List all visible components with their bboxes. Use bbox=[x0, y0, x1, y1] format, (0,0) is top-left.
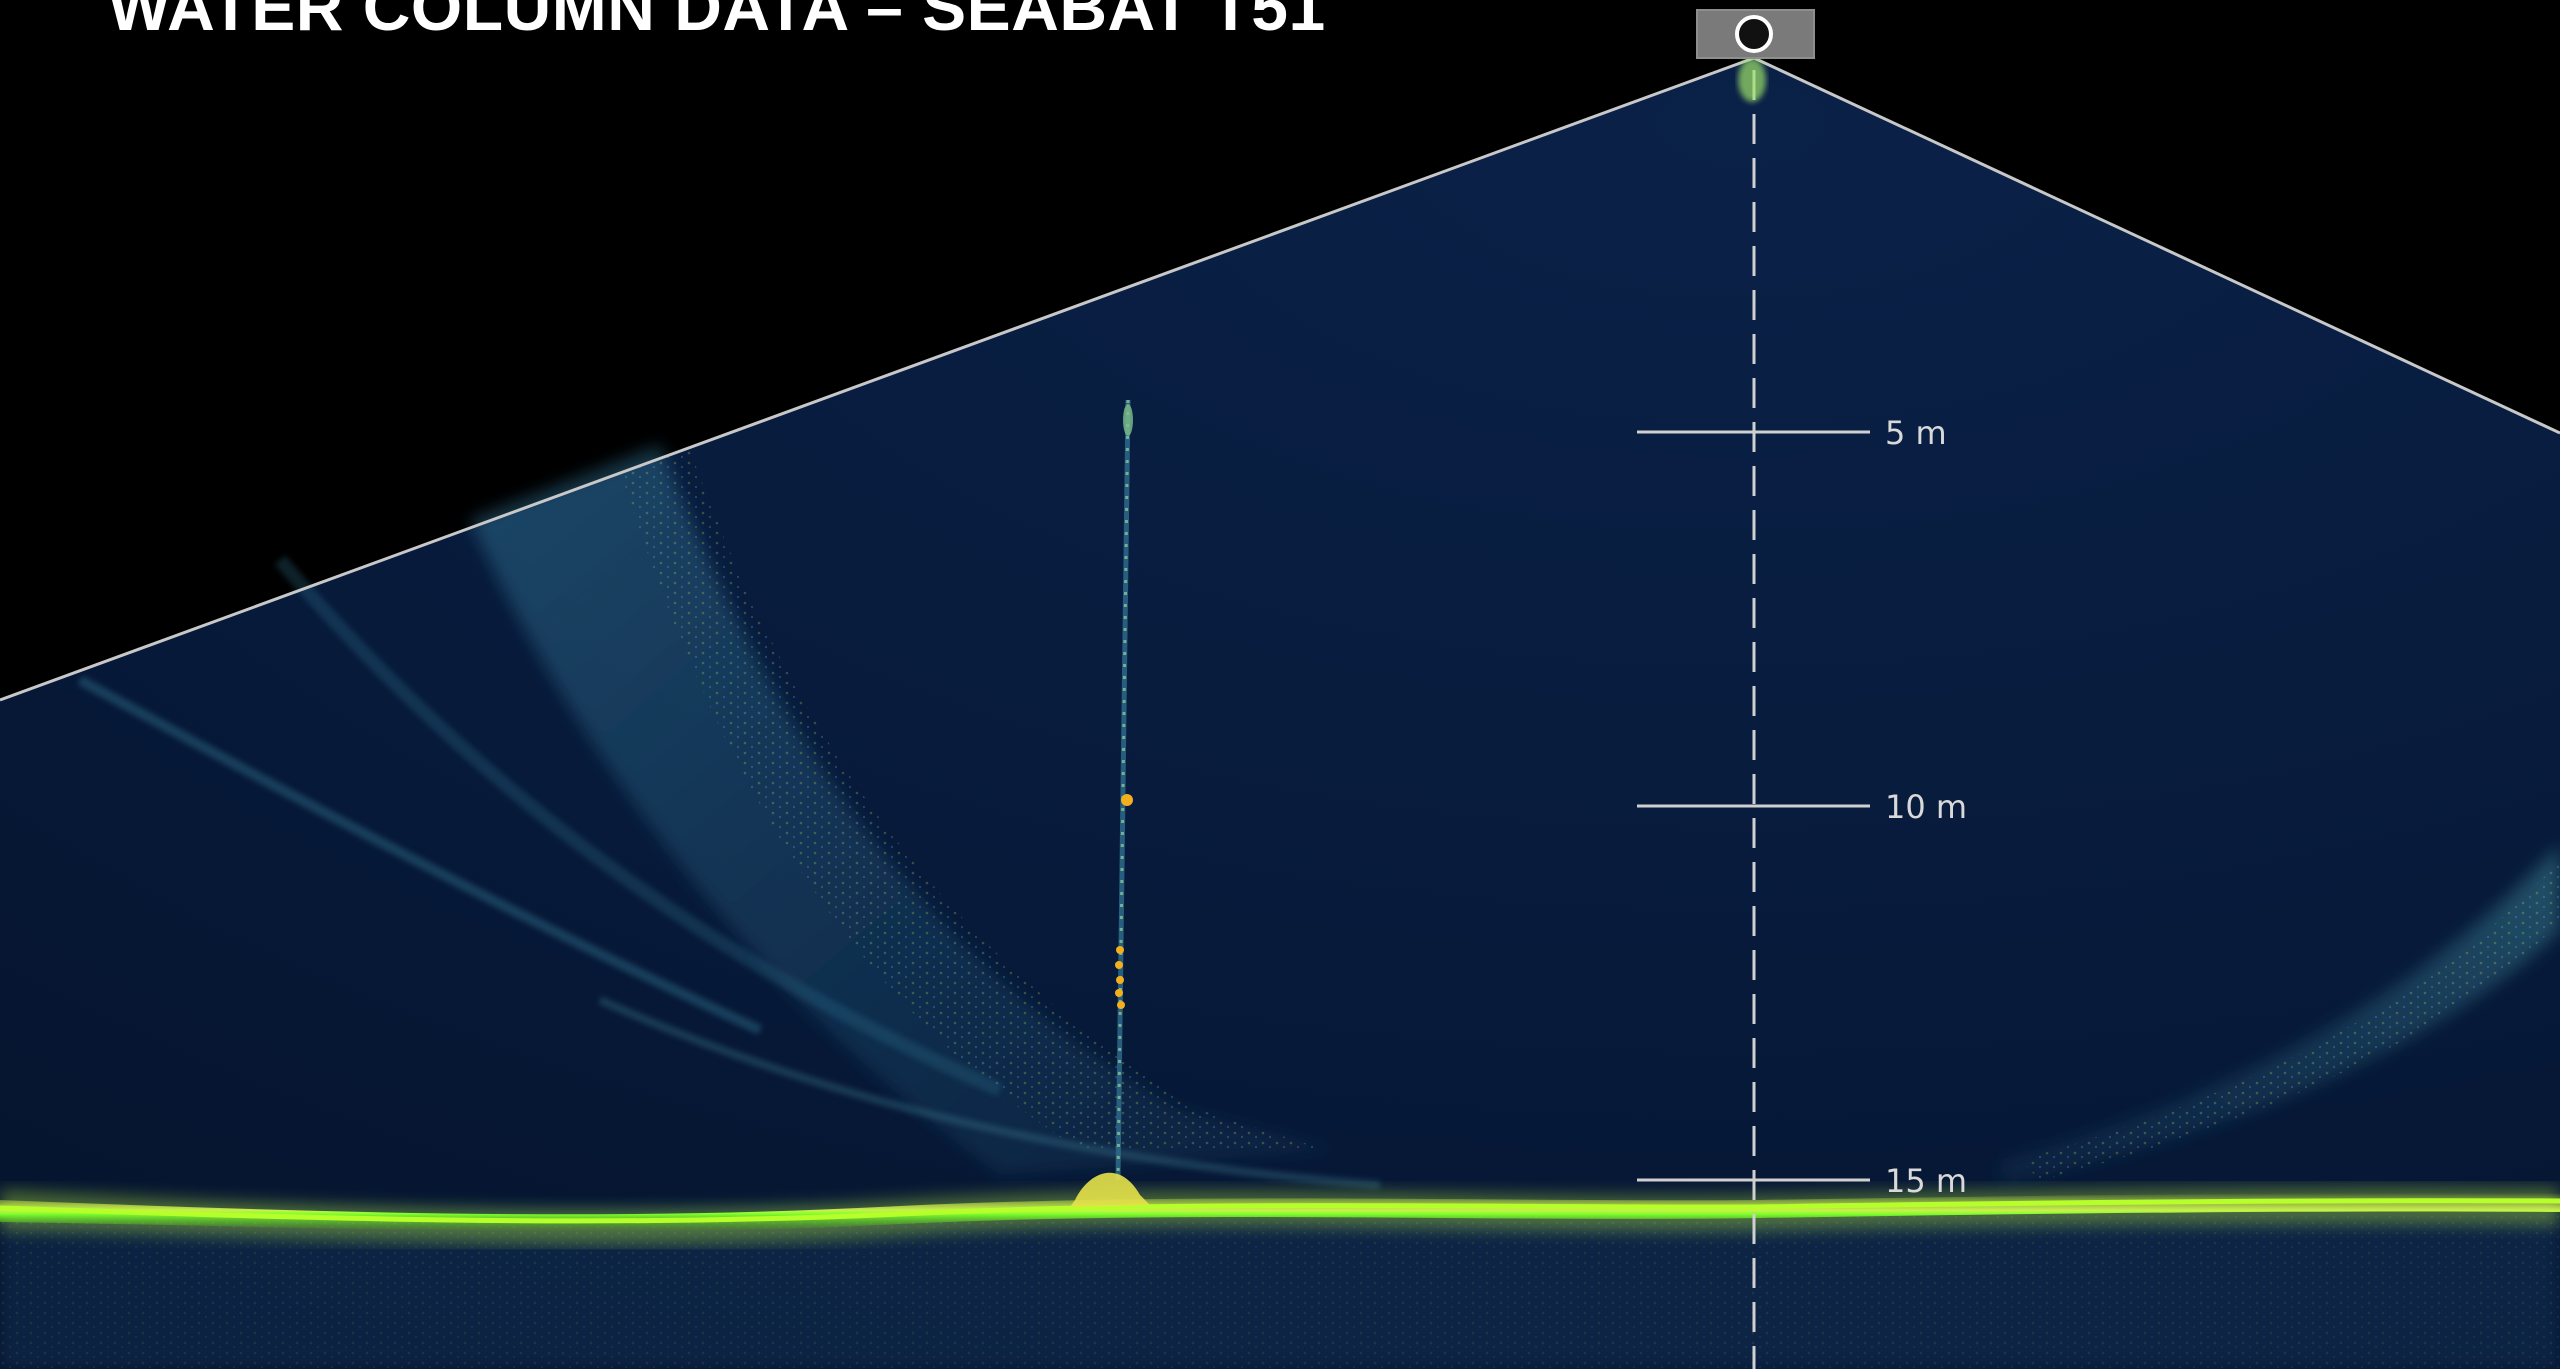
target-point-5 bbox=[1115, 989, 1123, 997]
seafloor-target-bump bbox=[1070, 1172, 1150, 1207]
sidelobe-arc-left-speckle bbox=[620, 450, 1320, 1150]
target-point-4 bbox=[1116, 976, 1124, 984]
swath-edge-left bbox=[0, 56, 1755, 702]
seafloor-core bbox=[0, 1198, 2560, 1224]
depth-tick-15m: 15 m bbox=[1637, 1162, 1967, 1200]
depth-label-5m: 5 m bbox=[1885, 414, 1947, 452]
target-column-top bbox=[1123, 404, 1133, 436]
sidelobe-streak-left-3 bbox=[598, 996, 1381, 1189]
depth-label-10m: 10 m bbox=[1885, 788, 1967, 826]
sidelobe-arc-right-speckle bbox=[2020, 860, 2560, 1180]
target-point-3 bbox=[1115, 961, 1123, 969]
sidelobe-streak-left-1 bbox=[77, 675, 763, 1035]
slide-title: WATER COLUMN DATA – SEABAT T51 bbox=[108, 0, 1326, 44]
target-point-1 bbox=[1121, 794, 1133, 806]
depth-label-15m: 15 m bbox=[1885, 1162, 1967, 1200]
transducer-icon bbox=[1696, 9, 1815, 59]
sidelobe-streak-left-2 bbox=[274, 555, 1003, 1097]
transducer-nearfield-noise bbox=[1738, 58, 1766, 102]
swath-water-area bbox=[0, 58, 2560, 1369]
depth-tick-5m: 5 m bbox=[1637, 414, 1947, 452]
target-point-6 bbox=[1117, 1001, 1125, 1009]
swath-edge-right bbox=[1753, 56, 2560, 435]
target-point-2 bbox=[1116, 946, 1124, 954]
target-column-line-speckle bbox=[1116, 399, 1130, 1181]
depth-tick-10m: 10 m bbox=[1637, 788, 1967, 826]
